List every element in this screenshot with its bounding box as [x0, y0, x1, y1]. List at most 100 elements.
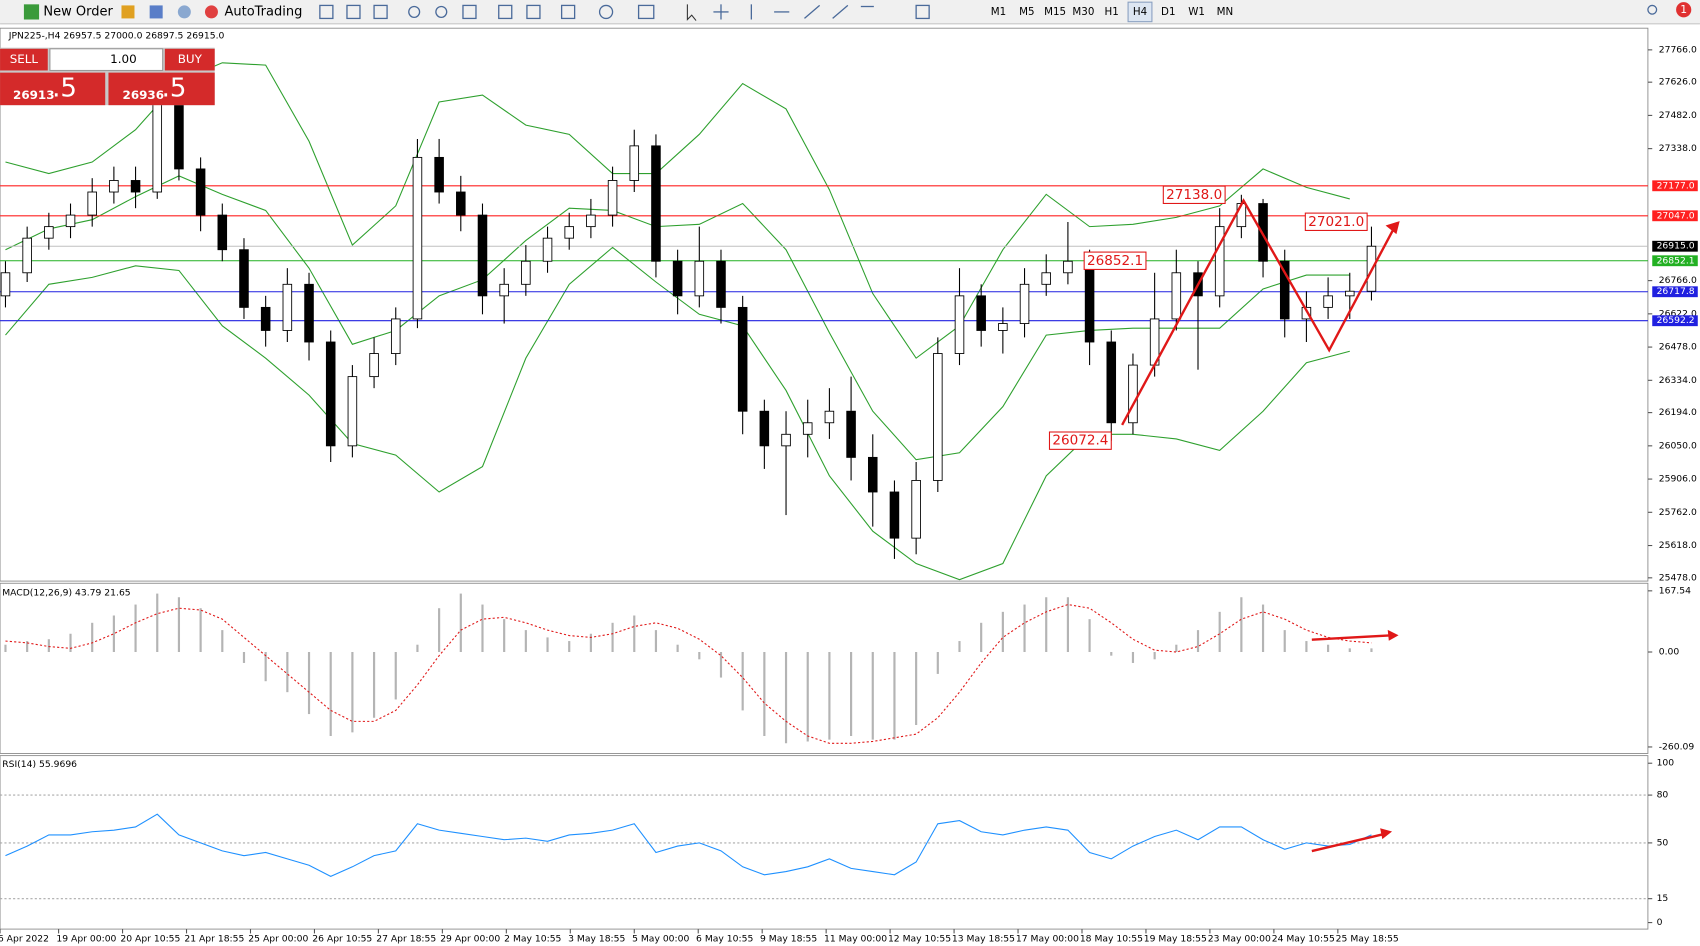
arrow-head	[1385, 221, 1400, 235]
level-price-box	[1652, 255, 1698, 267]
time-label: 21 Apr 18:55	[184, 933, 244, 944]
level-price-label: 26852.1	[1657, 255, 1695, 266]
time-label: 29 Apr 00:00	[440, 933, 500, 944]
tool-icon[interactable]	[498, 4, 513, 20]
timeframe-button[interactable]: M5	[1019, 6, 1034, 18]
candle-body	[802, 422, 813, 435]
candle-body	[434, 156, 444, 193]
tool-icon[interactable]	[346, 4, 361, 20]
arrow-heads	[1380, 221, 1400, 840]
tool-icon[interactable]	[560, 4, 576, 20]
candle-body	[1128, 364, 1138, 424]
timeframe-button[interactable]: M1	[991, 6, 1006, 18]
bid-box[interactable]	[0, 72, 106, 106]
autotrading-icon[interactable]	[204, 5, 218, 19]
candle-body	[933, 353, 943, 481]
rsi-tick-label: 15	[1657, 893, 1669, 904]
rsi-tick-label: 100	[1657, 758, 1675, 769]
candle-body	[87, 191, 97, 216]
candle-body	[651, 145, 661, 262]
timeframe-button[interactable]: D1	[1161, 6, 1175, 18]
candle-body	[889, 491, 900, 539]
ask-price: 26936	[123, 88, 164, 102]
tool-icon[interactable]	[319, 4, 334, 20]
zoom-in[interactable]	[408, 5, 421, 18]
rsi-header: RSI(14) 55.9696	[2, 759, 77, 770]
timeframe-button[interactable]: W1	[1188, 6, 1205, 18]
tool-icon[interactable]	[462, 4, 477, 20]
candle-body	[22, 237, 32, 274]
level-price-label: 26592.2	[1657, 315, 1695, 326]
timeframe-button[interactable]: M30	[1072, 6, 1094, 18]
arrow-head	[1387, 629, 1399, 641]
candle-body	[195, 168, 206, 216]
candle-body	[1345, 290, 1355, 297]
lot-field[interactable]	[49, 48, 164, 72]
time-label: 6 May 10:55	[696, 933, 753, 944]
candle-body	[521, 260, 531, 285]
level-price-box	[1652, 315, 1698, 327]
rsi-tick-label: 0	[1657, 917, 1663, 928]
sell-button[interactable]	[0, 48, 48, 71]
price-tick-label: 25618.0	[1659, 540, 1697, 551]
candle-body	[1106, 341, 1117, 424]
rsi-panel	[0, 755, 1649, 930]
candle-body	[564, 226, 574, 239]
tool-icon[interactable]	[637, 4, 655, 20]
price-tick-label: 26050.0	[1659, 440, 1697, 451]
macd-panel	[0, 582, 1649, 754]
candle-body	[846, 410, 856, 458]
candle-body	[412, 156, 423, 320]
channel-tool[interactable]	[832, 4, 849, 19]
timeframe-button[interactable]: H1	[1105, 6, 1119, 18]
timeframe-button[interactable]: M15	[1044, 6, 1066, 18]
candle-body	[542, 237, 553, 262]
new-order-button[interactable]: New Order	[43, 4, 113, 19]
tool-icon[interactable]	[177, 5, 191, 19]
text-tool[interactable]	[915, 4, 930, 20]
ask-box[interactable]	[108, 72, 215, 106]
new-order-icon[interactable]	[23, 4, 40, 20]
tool-icon[interactable]	[121, 5, 135, 19]
candle-body	[130, 180, 141, 193]
timeframe-button[interactable]: MN	[1217, 6, 1234, 18]
chart-layer: 27766.0 27626.0 27482.0 27338.0 26766.0 26622…	[0, 44, 1698, 944]
price-annotation-label: 27138.0	[1166, 187, 1222, 203]
candle-body	[44, 226, 54, 239]
price-annotation-label: 27021.0	[1308, 214, 1364, 230]
candle-body	[998, 323, 1008, 331]
tool-icon[interactable]	[373, 4, 388, 20]
candle-body	[1323, 295, 1333, 308]
tool-icon[interactable]	[598, 4, 614, 20]
search[interactable]	[1647, 4, 1658, 15]
price-tick-label: 25478.0	[1659, 572, 1697, 583]
candle-body	[109, 180, 119, 193]
level-price-box	[1652, 286, 1698, 298]
trend-tool[interactable]	[804, 4, 821, 19]
candle-body	[694, 260, 705, 297]
time-label: 19 Apr 00:00	[56, 933, 116, 944]
notification-badge[interactable]	[1676, 2, 1692, 18]
macd-arrow	[1311, 634, 1393, 641]
current-price-label: 26915.0	[1657, 241, 1695, 252]
price-annotation-label: 26852.1	[1087, 253, 1143, 269]
timeframe-button[interactable]: H4	[1133, 6, 1147, 18]
level-price-label: 27047.0	[1657, 210, 1695, 221]
tool-icon[interactable]	[526, 4, 541, 20]
time-label: 25 Apr 00:00	[248, 933, 308, 944]
autotrading-button[interactable]: AutoTrading	[224, 4, 302, 19]
toolbar-icons	[319, 4, 1658, 20]
lot-value: 1.00	[110, 52, 137, 66]
zoom-out[interactable]	[435, 5, 448, 18]
trade-panel: SELL 1.00 BUY 26913 .5 26936 .5	[0, 47, 215, 106]
tool-icon[interactable]	[149, 5, 163, 19]
buy-button[interactable]	[164, 48, 215, 71]
macd-tick-label: 167.54	[1659, 585, 1691, 596]
level-price-label: 27177.0	[1657, 180, 1695, 191]
candle-body	[369, 353, 379, 378]
time-label: 5 May 00:00	[632, 933, 689, 944]
cursor-tool[interactable]	[686, 4, 697, 21]
candle-body	[325, 341, 336, 447]
time-label: 6 Apr 2022	[0, 933, 49, 944]
